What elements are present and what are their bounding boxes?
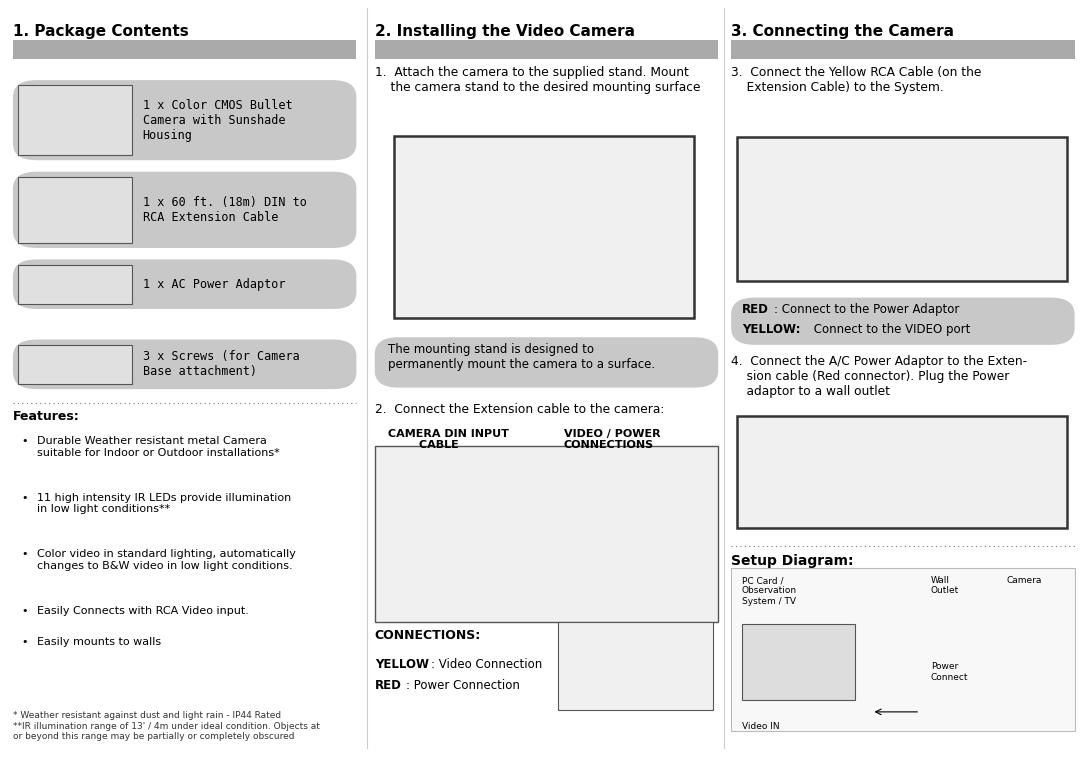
Text: Wall
Outlet: Wall Outlet xyxy=(931,576,959,595)
Bar xyxy=(558,622,713,710)
Text: Camera: Camera xyxy=(1007,576,1042,585)
Text: Connect to the VIDEO port: Connect to the VIDEO port xyxy=(810,323,970,336)
Bar xyxy=(737,416,1067,528)
Text: Easily Connects with RCA Video input.: Easily Connects with RCA Video input. xyxy=(37,606,248,616)
Text: PC Card /
Observation
System / TV: PC Card / Observation System / TV xyxy=(742,576,797,606)
Text: Setup Diagram:: Setup Diagram: xyxy=(731,554,853,568)
Text: •: • xyxy=(22,436,28,446)
FancyBboxPatch shape xyxy=(13,172,356,248)
Text: CONNECTIONS:: CONNECTIONS: xyxy=(375,629,481,642)
FancyBboxPatch shape xyxy=(13,80,356,160)
Text: 11 high intensity IR LEDs provide illumination
in low light conditions**: 11 high intensity IR LEDs provide illumi… xyxy=(37,493,291,514)
Text: RED: RED xyxy=(375,679,402,692)
Bar xyxy=(13,40,356,59)
Text: RED: RED xyxy=(742,303,769,316)
Text: * Weather resistant against dust and light rain - IP44 Rated
**IR illumination r: * Weather resistant against dust and lig… xyxy=(13,711,320,741)
Text: CAMERA DIN INPUT
        CABLE: CAMERA DIN INPUT CABLE xyxy=(388,429,509,450)
FancyBboxPatch shape xyxy=(13,259,356,309)
Bar xyxy=(394,136,694,318)
Bar xyxy=(18,177,132,243)
FancyBboxPatch shape xyxy=(731,298,1075,345)
Bar xyxy=(737,137,1067,281)
Text: •: • xyxy=(22,637,28,647)
Text: 4.  Connect the A/C Power Adaptor to the Exten-
    sion cable (Red connector). : 4. Connect the A/C Power Adaptor to the … xyxy=(731,355,1027,398)
Text: 3.  Connect the Yellow RCA Cable (on the
    Extension Cable) to the System.: 3. Connect the Yellow RCA Cable (on the … xyxy=(731,66,982,95)
Text: Durable Weather resistant metal Camera
suitable for Indoor or Outdoor installati: Durable Weather resistant metal Camera s… xyxy=(37,436,280,458)
Text: 3. Connecting the Camera: 3. Connecting the Camera xyxy=(731,24,954,40)
Text: 1 x Color CMOS Bullet
Camera with Sunshade
Housing: 1 x Color CMOS Bullet Camera with Sunsha… xyxy=(143,98,293,142)
Text: Features:: Features: xyxy=(13,410,80,423)
FancyBboxPatch shape xyxy=(13,340,356,389)
FancyBboxPatch shape xyxy=(375,337,718,388)
Bar xyxy=(18,345,132,384)
Text: Power
Connect: Power Connect xyxy=(931,662,969,681)
Bar xyxy=(375,446,718,622)
Text: •: • xyxy=(22,493,28,503)
Text: •: • xyxy=(22,606,28,616)
Text: 3 x Screws (for Camera
Base attachment): 3 x Screws (for Camera Base attachment) xyxy=(143,350,299,378)
Text: : Video Connection: : Video Connection xyxy=(431,658,542,671)
Text: Video IN: Video IN xyxy=(742,722,780,731)
Bar xyxy=(731,568,1075,731)
Text: VIDEO / POWER
CONNECTIONS: VIDEO / POWER CONNECTIONS xyxy=(564,429,660,450)
Text: : Power Connection: : Power Connection xyxy=(406,679,519,692)
Text: 1.  Attach the camera to the supplied stand. Mount
    the camera stand to the d: 1. Attach the camera to the supplied sta… xyxy=(375,66,700,95)
Text: 1 x AC Power Adaptor: 1 x AC Power Adaptor xyxy=(143,278,285,291)
Bar xyxy=(742,624,855,700)
Text: •: • xyxy=(22,549,28,559)
Text: YELLOW:: YELLOW: xyxy=(742,323,800,336)
Text: 2. Installing the Video Camera: 2. Installing the Video Camera xyxy=(375,24,635,40)
Bar xyxy=(18,85,132,155)
Text: : Connect to the Power Adaptor: : Connect to the Power Adaptor xyxy=(774,303,960,316)
Text: The mounting stand is designed to
permanently mount the camera to a surface.: The mounting stand is designed to perman… xyxy=(388,343,654,372)
Bar xyxy=(731,40,1075,59)
Text: 1 x 60 ft. (18m) DIN to
RCA Extension Cable: 1 x 60 ft. (18m) DIN to RCA Extension Ca… xyxy=(143,196,307,224)
Text: Color video in standard lighting, automatically
changes to B&W video in low ligh: Color video in standard lighting, automa… xyxy=(37,549,296,571)
Text: YELLOW: YELLOW xyxy=(375,658,429,671)
Bar xyxy=(375,40,718,59)
Text: Easily mounts to walls: Easily mounts to walls xyxy=(37,637,161,647)
Text: 2.  Connect the Extension cable to the camera:: 2. Connect the Extension cable to the ca… xyxy=(375,403,664,416)
Text: 1. Package Contents: 1. Package Contents xyxy=(13,24,189,40)
Bar xyxy=(18,265,132,304)
